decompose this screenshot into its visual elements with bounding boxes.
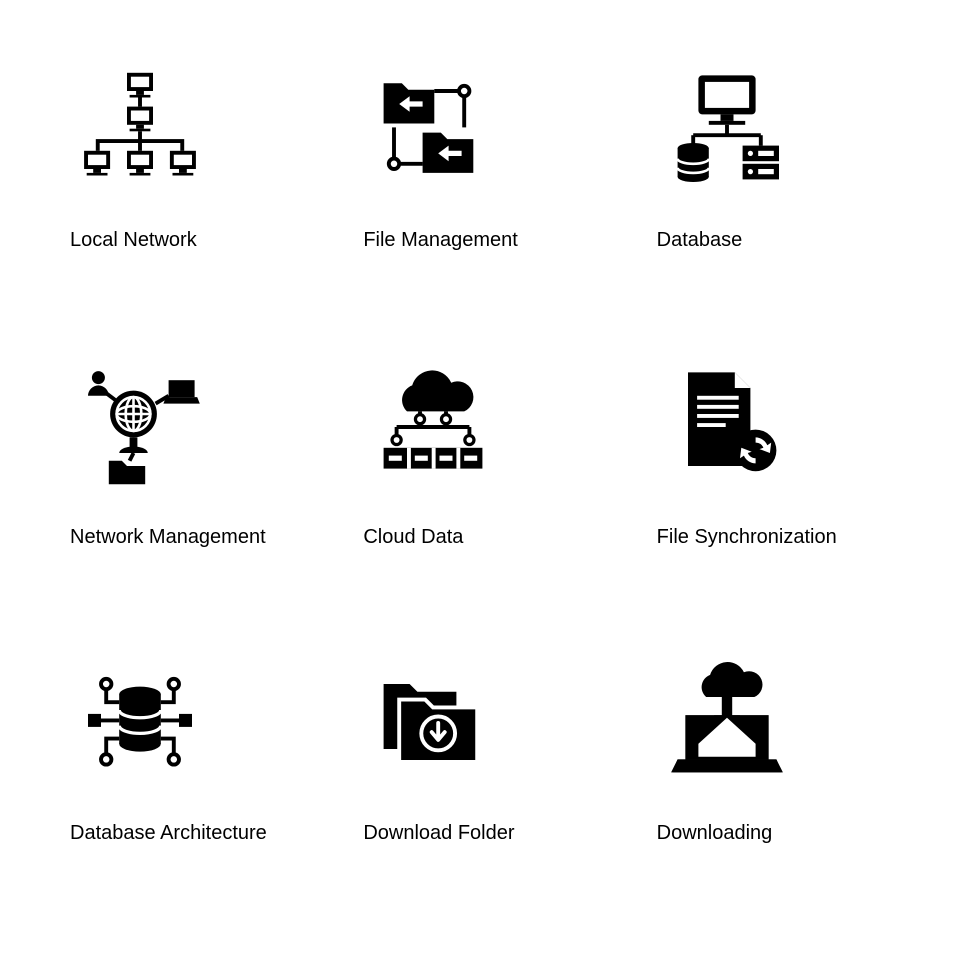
download-folder-icon — [363, 653, 503, 793]
label-local-network: Local Network — [70, 228, 197, 252]
network-management-icon — [70, 357, 210, 497]
label-file-management: File Management — [363, 228, 518, 252]
downloading-icon — [657, 653, 797, 793]
label-downloading: Downloading — [657, 821, 773, 845]
local-network-icon — [70, 60, 210, 200]
file-synchronization-icon — [657, 357, 797, 497]
label-database: Database — [657, 228, 743, 252]
cloud-data-icon — [363, 357, 503, 497]
cell-file-synchronization: File Synchronization — [657, 357, 910, 624]
cell-database: Database — [657, 60, 910, 327]
cell-local-network: Local Network — [70, 60, 323, 327]
label-file-synchronization: File Synchronization — [657, 525, 837, 549]
label-download-folder: Download Folder — [363, 821, 514, 845]
file-management-icon — [363, 60, 503, 200]
label-network-management: Network Management — [70, 525, 266, 549]
cell-downloading: Downloading — [657, 653, 910, 920]
label-database-architecture: Database Architecture — [70, 821, 267, 845]
cell-file-management: File Management — [363, 60, 616, 327]
database-icon — [657, 60, 797, 200]
icon-grid: Local Network File Management — [70, 60, 910, 920]
cell-database-architecture: Database Architecture — [70, 653, 323, 920]
database-architecture-icon — [70, 653, 210, 793]
cell-download-folder: Download Folder — [363, 653, 616, 920]
cell-network-management: Network Management — [70, 357, 323, 624]
cell-cloud-data: Cloud Data — [363, 357, 616, 624]
label-cloud-data: Cloud Data — [363, 525, 463, 549]
